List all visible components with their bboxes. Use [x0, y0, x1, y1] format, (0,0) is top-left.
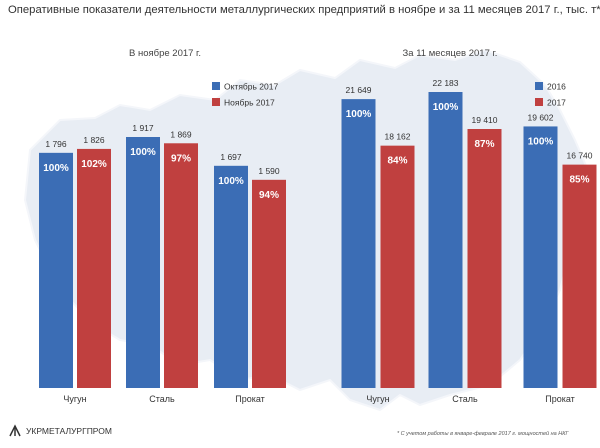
percent-label: 85% — [569, 175, 589, 186]
bar — [39, 152, 73, 388]
value-label: 16 740 — [567, 151, 593, 161]
bar — [164, 143, 198, 388]
legend-swatch — [535, 98, 543, 106]
category-label: Сталь — [149, 394, 175, 404]
footnote: * С учетом работы в январе-феврале 2017 … — [397, 431, 569, 437]
legend-label: Ноябрь 2017 — [224, 98, 275, 108]
logo-text: УКРМЕТАЛУРГПРОМ — [26, 426, 112, 436]
bar — [214, 165, 248, 388]
percent-label: 87% — [474, 139, 494, 150]
percent-label: 100% — [130, 147, 156, 158]
percent-label: 102% — [81, 159, 107, 170]
legend-label: 2016 — [547, 82, 566, 92]
panel-subtitle: В ноябре 2017 г. — [129, 48, 201, 59]
percent-label: 94% — [259, 190, 279, 201]
bar — [77, 148, 111, 388]
category-label: Прокат — [545, 394, 575, 404]
percent-label: 100% — [433, 102, 459, 113]
percent-label: 100% — [218, 176, 244, 187]
percent-label: 97% — [171, 153, 191, 164]
bar — [380, 145, 415, 388]
category-label: Прокат — [235, 394, 265, 404]
value-label: 1 590 — [258, 166, 280, 176]
logo: УКРМЕТАЛУРГПРОМ — [8, 424, 112, 438]
chart-title: Оперативные показатели деятельности мета… — [8, 4, 600, 16]
category-label: Чугун — [63, 394, 86, 404]
value-label: 19 410 — [472, 115, 498, 125]
legend-label: 2017 — [547, 98, 566, 108]
value-label: 1 826 — [83, 135, 105, 145]
bar — [428, 92, 463, 388]
percent-label: 100% — [528, 136, 554, 147]
value-label: 1 869 — [170, 129, 192, 139]
bar — [523, 126, 558, 389]
value-label: 1 917 — [132, 123, 154, 133]
percent-label: 100% — [43, 163, 69, 174]
legend-swatch — [212, 82, 220, 90]
value-label: 22 183 — [433, 78, 459, 88]
bar — [467, 129, 502, 389]
value-label: 21 649 — [346, 85, 372, 95]
value-label: 19 602 — [528, 112, 554, 122]
legend-swatch — [212, 98, 220, 106]
percent-label: 84% — [387, 156, 407, 167]
category-label: Чугун — [366, 394, 389, 404]
value-label: 1 697 — [220, 152, 242, 162]
bar — [341, 99, 376, 388]
bar — [252, 179, 286, 388]
bar — [126, 137, 160, 388]
percent-label: 100% — [346, 109, 372, 120]
logo-icon — [9, 424, 21, 437]
category-label: Сталь — [452, 394, 478, 404]
legend-swatch — [535, 82, 543, 90]
panel-subtitle: За 11 месяцев 2017 г. — [403, 48, 498, 59]
bar — [562, 164, 597, 388]
legend-label: Октябрь 2017 — [224, 82, 278, 92]
value-label: 1 796 — [45, 139, 67, 149]
value-label: 18 162 — [385, 132, 411, 142]
